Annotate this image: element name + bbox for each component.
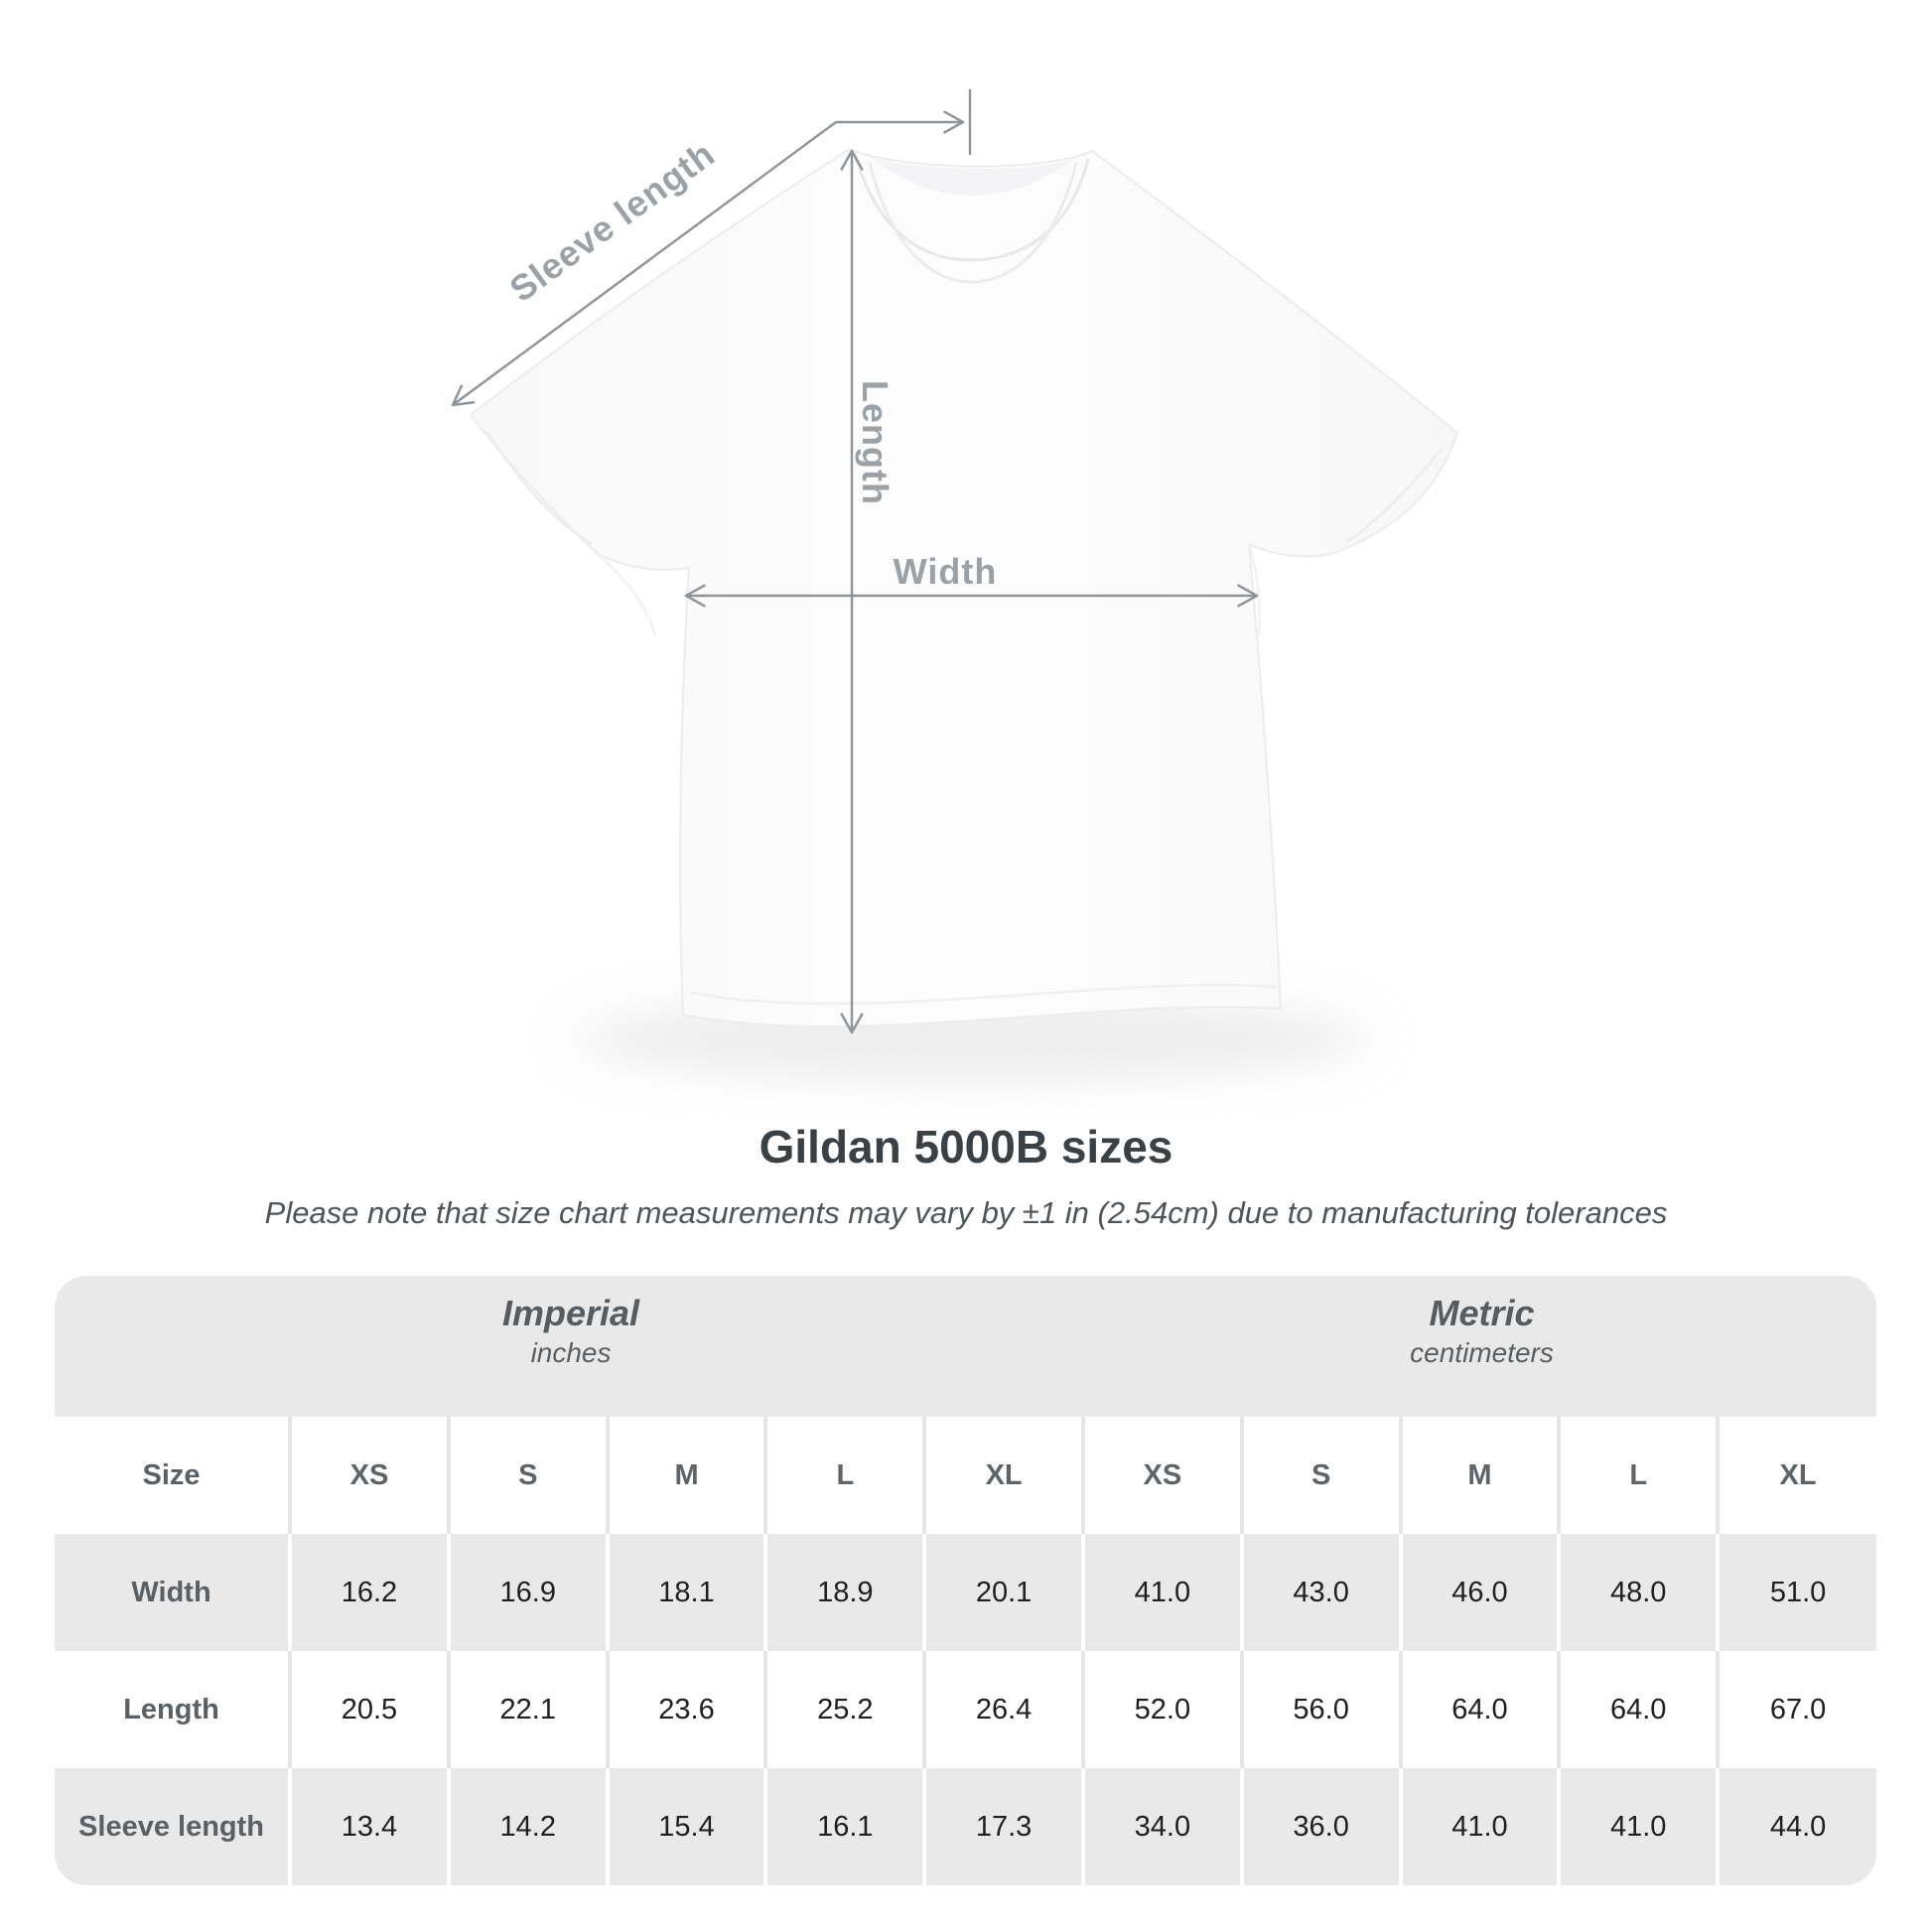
value-sleeve-metric-l: 41.0 — [1557, 1768, 1719, 1885]
value-sleeve-imperial-l: 16.1 — [763, 1768, 925, 1885]
table-header-row: Size XS S M L XL XS S M L XL — [55, 1417, 1876, 1534]
size-table-card: Imperial inches Metric centimeters Size … — [55, 1276, 1876, 1885]
value-length-imperial-xs: 20.5 — [288, 1651, 449, 1768]
value-sleeve-metric-m: 41.0 — [1398, 1768, 1560, 1885]
value-sleeve-metric-xl: 44.0 — [1716, 1768, 1876, 1885]
row-label-length: Length — [55, 1651, 291, 1768]
value-length-metric-s: 56.0 — [1239, 1651, 1401, 1768]
unit-group-imperial: Imperial inches — [55, 1276, 1087, 1417]
value-width-metric-xl: 51.0 — [1716, 1534, 1876, 1651]
page-title: Gildan 5000B sizes — [759, 1121, 1173, 1173]
column-header-metric-xl: XL — [1716, 1417, 1876, 1534]
tshirt-graphic: Sleeve length Length Width — [451, 89, 1458, 1082]
column-header-imperial-m: M — [605, 1417, 766, 1534]
units-band: Imperial inches Metric centimeters — [55, 1276, 1876, 1417]
column-header-metric-xs: XS — [1080, 1417, 1242, 1534]
width-label: Width — [894, 551, 998, 592]
value-sleeve-imperial-xl: 17.3 — [922, 1768, 1083, 1885]
value-sleeve-imperial-m: 15.4 — [605, 1768, 766, 1885]
right-armpit-crease — [1247, 543, 1261, 636]
table-row-length: Length 20.5 22.1 23.6 25.2 26.4 52.0 56.… — [55, 1651, 1876, 1768]
value-length-metric-xs: 52.0 — [1080, 1651, 1242, 1768]
value-width-metric-m: 46.0 — [1398, 1534, 1560, 1651]
right-cuff-seam — [1345, 448, 1443, 544]
value-length-imperial-xl: 26.4 — [922, 1651, 1083, 1768]
column-header-metric-l: L — [1557, 1417, 1719, 1534]
value-length-metric-xl: 67.0 — [1716, 1651, 1876, 1768]
value-sleeve-metric-xs: 34.0 — [1080, 1768, 1242, 1885]
value-sleeve-imperial-s: 14.2 — [446, 1768, 608, 1885]
value-length-imperial-m: 23.6 — [605, 1651, 766, 1768]
column-header-imperial-xl: XL — [922, 1417, 1083, 1534]
hem-seam — [690, 983, 1278, 1006]
tshirt-measurement-figure: Sleeve length Length Width — [451, 89, 1458, 1082]
row-label-width: Width — [55, 1534, 291, 1651]
table-row-width: Width 16.2 16.9 18.1 18.9 20.1 41.0 43.0… — [55, 1534, 1876, 1651]
value-width-imperial-xl: 20.1 — [922, 1534, 1083, 1651]
value-width-imperial-xs: 16.2 — [288, 1534, 449, 1651]
column-header-imperial-s: S — [446, 1417, 608, 1534]
value-sleeve-imperial-xs: 13.4 — [288, 1768, 449, 1885]
tolerance-note: Please note that size chart measurements… — [264, 1195, 1668, 1230]
value-length-metric-l: 64.0 — [1557, 1651, 1719, 1768]
size-header-cell: Size — [55, 1417, 291, 1534]
imperial-label: Imperial — [502, 1293, 640, 1333]
value-sleeve-metric-s: 36.0 — [1239, 1768, 1401, 1885]
column-header-imperial-l: L — [763, 1417, 925, 1534]
metric-unit-label: centimeters — [1410, 1337, 1554, 1368]
value-width-metric-xs: 41.0 — [1080, 1534, 1242, 1651]
size-table: Size XS S M L XL XS S M L XL Width 16.2 … — [55, 1417, 1876, 1885]
row-label-sleeve-length: Sleeve length — [55, 1768, 291, 1885]
unit-group-metric: Metric centimeters — [1087, 1276, 1876, 1417]
imperial-unit-label: inches — [530, 1337, 612, 1368]
column-header-metric-m: M — [1398, 1417, 1560, 1534]
column-header-metric-s: S — [1239, 1417, 1401, 1534]
value-width-metric-s: 43.0 — [1239, 1534, 1401, 1651]
left-armpit-crease — [597, 553, 657, 636]
value-length-metric-m: 64.0 — [1398, 1651, 1560, 1768]
value-width-imperial-m: 18.1 — [605, 1534, 766, 1651]
value-width-metric-l: 48.0 — [1557, 1534, 1719, 1651]
value-length-imperial-l: 25.2 — [763, 1651, 925, 1768]
column-header-imperial-xs: XS — [288, 1417, 449, 1534]
value-width-imperial-s: 16.9 — [446, 1534, 608, 1651]
length-label: Length — [855, 380, 896, 505]
value-width-imperial-l: 18.9 — [763, 1534, 925, 1651]
sleeve-length-arrow — [451, 110, 965, 407]
collar-back-arc — [868, 156, 1076, 197]
left-cuff-seam — [484, 430, 593, 546]
value-length-imperial-s: 22.1 — [446, 1651, 608, 1768]
metric-label: Metric — [1429, 1293, 1535, 1333]
table-row-sleeve-length: Sleeve length 13.4 14.2 15.4 16.1 17.3 3… — [55, 1768, 1876, 1885]
